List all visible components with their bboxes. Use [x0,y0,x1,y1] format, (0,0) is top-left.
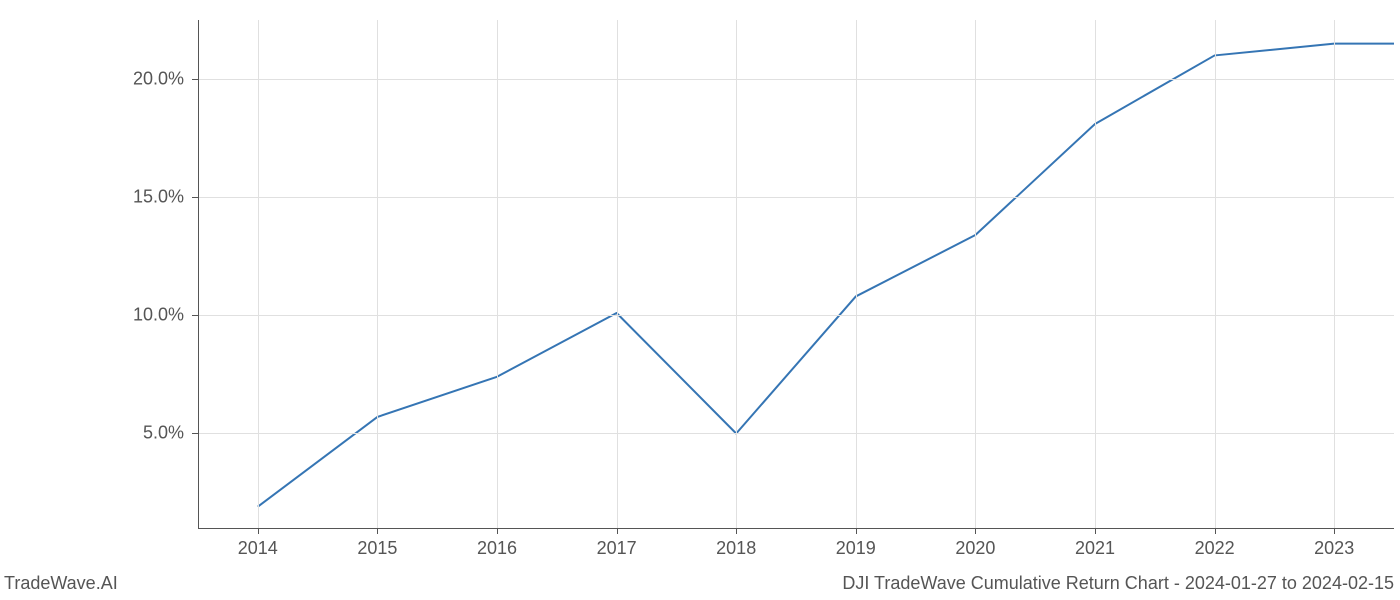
x-tick-label: 2015 [357,538,397,559]
x-tick-label: 2022 [1195,538,1235,559]
x-tick-label: 2023 [1314,538,1354,559]
x-tick-label: 2018 [716,538,756,559]
y-axis-spine [198,20,199,528]
x-tick-label: 2016 [477,538,517,559]
grid-line-horizontal [198,315,1394,316]
y-tick-label: 20.0% [133,69,184,90]
x-tick-label: 2019 [836,538,876,559]
data-line [258,44,1394,507]
grid-line-vertical [856,20,857,528]
grid-line-vertical [377,20,378,528]
grid-line-vertical [1095,20,1096,528]
footer-right-text: DJI TradeWave Cumulative Return Chart - … [842,573,1394,594]
grid-line-horizontal [198,197,1394,198]
grid-line-vertical [497,20,498,528]
x-tick-label: 2017 [597,538,637,559]
x-tick-label: 2014 [238,538,278,559]
grid-line-vertical [617,20,618,528]
x-tick-label: 2021 [1075,538,1115,559]
grid-line-vertical [975,20,976,528]
y-tick-label: 15.0% [133,187,184,208]
grid-line-vertical [1215,20,1216,528]
grid-line-horizontal [198,433,1394,434]
grid-line-vertical [258,20,259,528]
grid-line-vertical [736,20,737,528]
y-tick-label: 10.0% [133,305,184,326]
grid-line-horizontal [198,79,1394,80]
footer-left-text: TradeWave.AI [4,573,118,594]
grid-line-vertical [1334,20,1335,528]
x-axis-spine [198,528,1394,529]
y-tick-label: 5.0% [143,423,184,444]
x-tick-label: 2020 [955,538,995,559]
chart-container: 2014 2015 2016 2017 2018 2019 2020 2021 2022 2023… [0,0,1400,600]
plot-area: 2014201520162017201820192020202120222023… [198,20,1394,528]
